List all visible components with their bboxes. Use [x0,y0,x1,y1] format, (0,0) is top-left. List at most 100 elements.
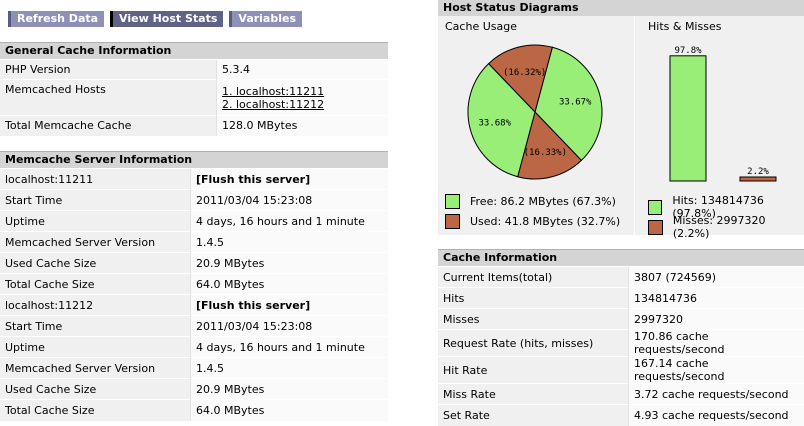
row-value: 1.4.5 [191,358,389,379]
legend-free-label: Free: 86.2 MBytes (67.3%) [470,195,616,208]
row-label: Total Cache Size [0,274,191,295]
table-row: Request Rate (hits, misses) 170.86 cache… [438,330,804,357]
row-label: Misses [438,309,629,330]
table-row: Set Rate 4.93 cache requests/second [438,405,804,426]
legend-used: Used: 41.8 MBytes (32.7%) [445,214,620,229]
cache-info-panel: Cache Information Current Items(total) 3… [438,249,804,426]
host-link-2[interactable]: 2. localhost:11212 [222,98,383,111]
server-info-table: localhost:11211 [Flush this server] Star… [0,168,388,421]
server-info-panel: Memcache Server Information localhost:11… [0,151,388,421]
table-row: Total Cache Size 64.0 MBytes [0,274,388,295]
row-label: Miss Rate [438,384,629,405]
table-row: Miss Rate 3.72 cache requests/second [438,384,804,405]
hits-misses-bars: 97.8% 2.2% [670,46,776,181]
table-row: Used Cache Size 20.9 MBytes [0,253,388,274]
bar-misses [740,177,776,181]
general-cache-title: General Cache Information [0,42,388,59]
row-value: 134814736 [629,288,804,309]
row-value: 4.93 cache requests/second [629,405,804,426]
flush-server-link[interactable]: [Flush this server] [191,295,389,316]
table-row: Hit Rate 167.14 cache requests/second [438,357,804,384]
row-label: Used Cache Size [0,253,191,274]
server-host: localhost:11212 [0,295,191,316]
legend-free: Free: 86.2 MBytes (67.3%) [445,194,616,209]
memcached-hosts-value: 1. localhost:11211 2. localhost:11212 [217,80,389,116]
row-label: Start Time [0,190,191,211]
row-label: Uptime [0,337,191,358]
row-label: Current Items(total) [438,267,629,288]
row-label: Set Rate [438,405,629,426]
misses-swatch [648,220,663,235]
row-label: Memcached Server Version [0,232,191,253]
table-row: Uptime 4 days, 16 hours and 1 minute [0,211,388,232]
row-value: 3.72 cache requests/second [629,384,804,405]
table-row: Current Items(total) 3807 (724569) [438,267,804,288]
pie-slice-label: (16.33%) [524,148,567,158]
row-label: Request Rate (hits, misses) [438,330,629,357]
general-cache-panel: General Cache Information PHP Version 5.… [0,42,388,136]
server-info-title: Memcache Server Information [0,151,388,168]
row-label: Hits [438,288,629,309]
memcached-hosts-label: Memcached Hosts [0,80,217,116]
row-value: 20.9 MBytes [191,379,389,400]
row-label: Start Time [0,316,191,337]
free-swatch [445,194,460,209]
row-value: 3807 (724569) [629,267,804,288]
table-row: Start Time 2011/03/04 15:23:08 [0,316,388,337]
toolbar: Refresh Data View Host Stats Variables [8,11,302,27]
row-value: 2011/03/04 15:23:08 [191,316,389,337]
row-value: 2011/03/04 15:23:08 [191,190,389,211]
total-cache-value: 128.0 MBytes [217,116,389,136]
bar-value-label: 97.8% [674,46,702,56]
table-row: Memcached Server Version 1.4.5 [0,232,388,253]
server-header-row: localhost:11211 [Flush this server] [0,169,388,190]
row-value: 64.0 MBytes [191,400,389,421]
row-value: 2997320 [629,309,804,330]
cache-info-table: Current Items(total) 3807 (724569) Hits … [438,266,804,426]
row-label: Used Cache Size [0,379,191,400]
table-row: Uptime 4 days, 16 hours and 1 minute [0,337,388,358]
pie-slice-label: 33.67% [559,98,592,108]
row-value: 170.86 cache requests/second [629,330,804,357]
view-host-stats-button[interactable]: View Host Stats [110,11,223,27]
cache-usage-pie: 33.67% (16.33%) 33.68% (16.32%) [468,45,602,179]
row-value: 20.9 MBytes [191,253,389,274]
row-label: Total Cache Size [0,400,191,421]
row-value: 167.14 cache requests/second [629,357,804,384]
variables-button[interactable]: Variables [229,11,302,27]
host-status-title: Host Status Diagrams [438,0,804,16]
php-version-value: 5.3.4 [217,60,389,80]
row-value: 4 days, 16 hours and 1 minute [191,211,389,232]
table-row: Hits 134814736 [438,288,804,309]
row-value: 4 days, 16 hours and 1 minute [191,337,389,358]
bar-value-label: 2.2% [747,167,769,177]
table-row: Misses 2997320 [438,309,804,330]
host-status-diagrams: Cache Usage Hits & Misses 33.67%(16.33%)… [438,16,804,235]
flush-server-link[interactable]: [Flush this server] [191,169,389,190]
bar-hits [670,56,706,181]
cache-info-title: Cache Information [438,249,804,266]
hits-swatch [648,200,662,215]
host-link-1[interactable]: 1. localhost:11211 [222,85,383,98]
legend-used-label: Used: 41.8 MBytes (32.7%) [470,215,620,228]
row-value: 64.0 MBytes [191,274,389,295]
pie-slice-label: 33.68% [479,118,512,128]
table-row: Start Time 2011/03/04 15:23:08 [0,190,388,211]
table-row: Memcached Server Version 1.4.5 [0,358,388,379]
legend-misses-label: Misses: 2997320 (2.2%) [673,214,804,240]
row-value: 1.4.5 [191,232,389,253]
row-label: Hit Rate [438,357,629,384]
row-label: Uptime [0,211,191,232]
used-swatch [445,214,460,229]
legend-misses: Misses: 2997320 (2.2%) [648,214,804,240]
php-version-label: PHP Version [0,60,217,80]
pie-slice-label: (16.32%) [503,68,546,78]
server-header-row: localhost:11212 [Flush this server] [0,295,388,316]
general-cache-table: PHP Version 5.3.4 Memcached Hosts 1. loc… [0,59,388,136]
server-host: localhost:11211 [0,169,191,190]
total-cache-label: Total Memcache Cache [0,116,217,136]
table-row: Total Cache Size 64.0 MBytes [0,400,388,421]
refresh-data-button[interactable]: Refresh Data [8,11,104,27]
row-label: Memcached Server Version [0,358,191,379]
table-row: Used Cache Size 20.9 MBytes [0,379,388,400]
